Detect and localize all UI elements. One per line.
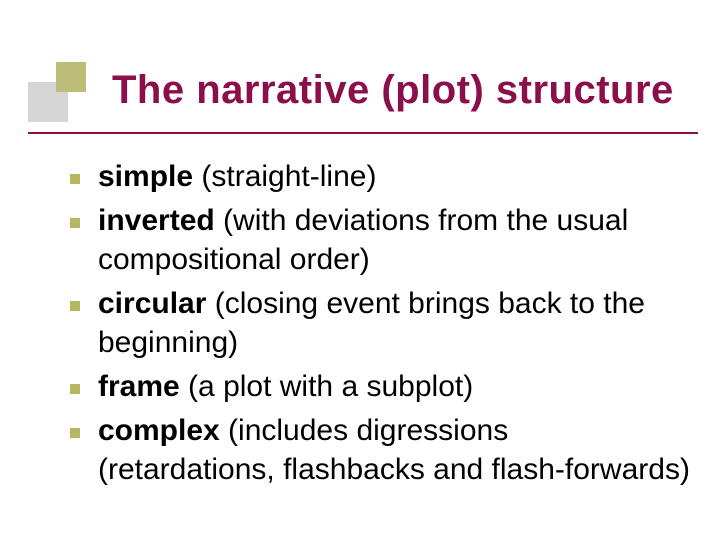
list-item-rest: (a plot with a subplot) <box>180 370 473 403</box>
list-item-text: inverted (with deviations from the usual… <box>98 202 690 279</box>
list-item-bold: inverted <box>98 204 215 237</box>
list-item: complex (includes digressions (retardati… <box>70 412 690 489</box>
list-item: simple (straight-line) <box>70 158 690 196</box>
slide-title: The narrative (plot) structure <box>112 68 700 112</box>
list-item: frame (a plot with a subplot) <box>70 368 690 406</box>
bullet-icon <box>70 301 80 311</box>
list-item: circular (closing event brings back to t… <box>70 285 690 362</box>
title-underline <box>28 132 698 134</box>
list-item-text: complex (includes digressions (retardati… <box>98 412 690 489</box>
list-item: inverted (with deviations from the usual… <box>70 202 690 279</box>
slide: The narrative (plot) structure simple (s… <box>0 0 720 540</box>
list-item-rest: (straight-line) <box>193 160 376 193</box>
bullet-icon <box>70 218 80 228</box>
deco-square-small <box>56 62 86 92</box>
list-item-text: circular (closing event brings back to t… <box>98 285 690 362</box>
title-container: The narrative (plot) structure <box>112 68 700 112</box>
list-item-bold: simple <box>98 160 193 193</box>
bullet-icon <box>70 174 80 184</box>
body-list: simple (straight-line) inverted (with dev… <box>70 158 690 495</box>
bullet-icon <box>70 428 80 438</box>
list-item-text: frame (a plot with a subplot) <box>98 368 473 406</box>
list-item-bold: frame <box>98 370 180 403</box>
list-item-bold: circular <box>98 287 206 320</box>
list-item-text: simple (straight-line) <box>98 158 376 196</box>
bullet-icon <box>70 384 80 394</box>
list-item-bold: complex <box>98 414 220 447</box>
corner-decoration <box>28 62 88 122</box>
